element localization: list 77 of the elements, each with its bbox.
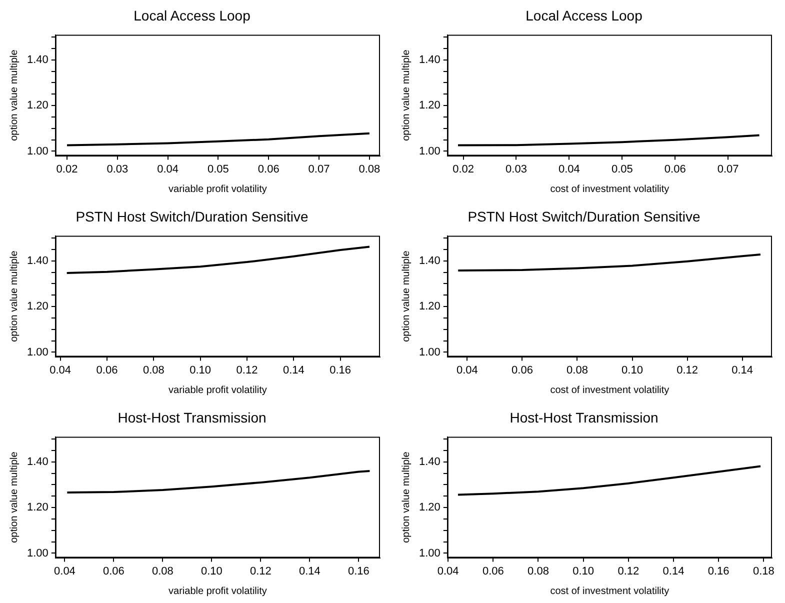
- x-tick-label: 0.08: [142, 364, 164, 376]
- x-tick-label: 0.06: [96, 364, 118, 376]
- x-tick-label: 0.03: [506, 163, 527, 176]
- x-tick-label: 0.04: [50, 364, 72, 376]
- x-tick-label: 0.10: [622, 364, 643, 376]
- x-axis-title: variable profit volatility: [168, 384, 267, 396]
- x-tick-label: 0.03: [106, 163, 128, 176]
- chart-title: Host-Host Transmission: [510, 409, 658, 426]
- x-tick-label: 0.12: [618, 565, 640, 578]
- y-tick-label: 1.40: [418, 254, 440, 267]
- y-tick-label: 1.20: [26, 100, 48, 112]
- x-tick-label: 0.18: [752, 565, 774, 578]
- x-tick-label: 0.02: [56, 163, 78, 176]
- y-tick-label: 1.20: [26, 502, 48, 514]
- x-tick-label: 0.12: [250, 565, 272, 578]
- chart-title: Local Access Loop: [526, 7, 643, 24]
- x-tick-label: 0.05: [611, 163, 633, 176]
- x-tick-label: 0.07: [717, 163, 739, 176]
- x-tick-label: 0.10: [572, 565, 594, 578]
- x-tick-label: 0.16: [348, 565, 370, 578]
- x-tick-label: 0.04: [558, 163, 580, 176]
- x-tick-label: 0.08: [566, 364, 588, 376]
- y-axis-title: option value multiple: [400, 451, 412, 543]
- x-tick-label: 0.14: [662, 565, 684, 578]
- y-axis-title: option value multiple: [400, 250, 412, 342]
- x-tick-label: 0.05: [208, 163, 229, 176]
- y-axis-title: option value multiple: [8, 250, 20, 342]
- x-tick-label: 0.12: [236, 364, 258, 376]
- x-axis-title: cost of investment volatility: [550, 384, 670, 396]
- chart-title: Host-Host Transmission: [118, 409, 266, 426]
- x-tick-label: 0.08: [358, 163, 380, 176]
- y-tick-label: 1.20: [418, 100, 440, 112]
- x-tick-label: 0.08: [152, 565, 174, 578]
- chart-title: PSTN Host Switch/Duration Sensitive: [76, 208, 309, 224]
- x-tick-label: 0.04: [54, 565, 76, 578]
- y-tick-label: 1.40: [418, 54, 440, 66]
- x-tick-label: 0.06: [482, 565, 504, 578]
- x-tick-label: 0.14: [282, 364, 304, 376]
- x-tick-label: 0.10: [200, 565, 222, 578]
- x-tick-label: 0.16: [330, 364, 352, 376]
- y-tick-label: 1.40: [26, 254, 48, 267]
- x-tick-label: 0.07: [308, 163, 330, 176]
- x-tick-label: 0.14: [298, 565, 320, 578]
- y-tick-label: 1.00: [26, 346, 48, 358]
- y-tick-label: 1.40: [418, 456, 440, 468]
- x-tick-label: 0.06: [512, 364, 533, 376]
- y-tick-label: 1.00: [26, 145, 48, 158]
- y-tick-label: 1.00: [26, 547, 48, 560]
- x-tick-label: 0.06: [258, 163, 280, 176]
- chart-title: Local Access Loop: [134, 7, 251, 24]
- y-tick-label: 1.20: [26, 300, 48, 313]
- x-tick-label: 0.04: [157, 163, 179, 176]
- x-tick-label: 0.06: [664, 163, 686, 176]
- y-tick-label: 1.00: [418, 346, 440, 358]
- y-tick-label: 1.00: [418, 547, 440, 560]
- x-tick-label: 0.04: [456, 364, 478, 376]
- x-tick-label: 0.02: [452, 163, 474, 176]
- y-tick-label: 1.40: [26, 456, 48, 468]
- x-tick-label: 0.12: [676, 364, 698, 376]
- x-axis-title: cost of investment volatility: [550, 586, 670, 597]
- x-axis-title: cost of investment volatility: [550, 184, 670, 195]
- y-tick-label: 1.20: [418, 502, 440, 514]
- x-tick-label: 0.10: [190, 364, 212, 376]
- y-axis-title: option value multiple: [400, 49, 412, 141]
- x-tick-label: 0.14: [732, 364, 754, 376]
- y-tick-label: 1.20: [418, 300, 440, 313]
- x-tick-label: 0.04: [437, 565, 459, 578]
- x-axis-title: variable profit volatility: [168, 184, 267, 195]
- chart-title: PSTN Host Switch/Duration Sensitive: [468, 208, 701, 224]
- x-axis-title: variable profit volatility: [168, 586, 267, 597]
- x-tick-label: 0.06: [103, 565, 124, 578]
- y-axis-title: option value multiple: [8, 49, 20, 141]
- y-tick-label: 1.00: [418, 145, 440, 158]
- y-tick-label: 1.40: [26, 54, 48, 66]
- x-tick-label: 0.16: [708, 565, 730, 578]
- y-axis-title: option value multiple: [8, 451, 20, 543]
- x-tick-label: 0.08: [528, 565, 549, 578]
